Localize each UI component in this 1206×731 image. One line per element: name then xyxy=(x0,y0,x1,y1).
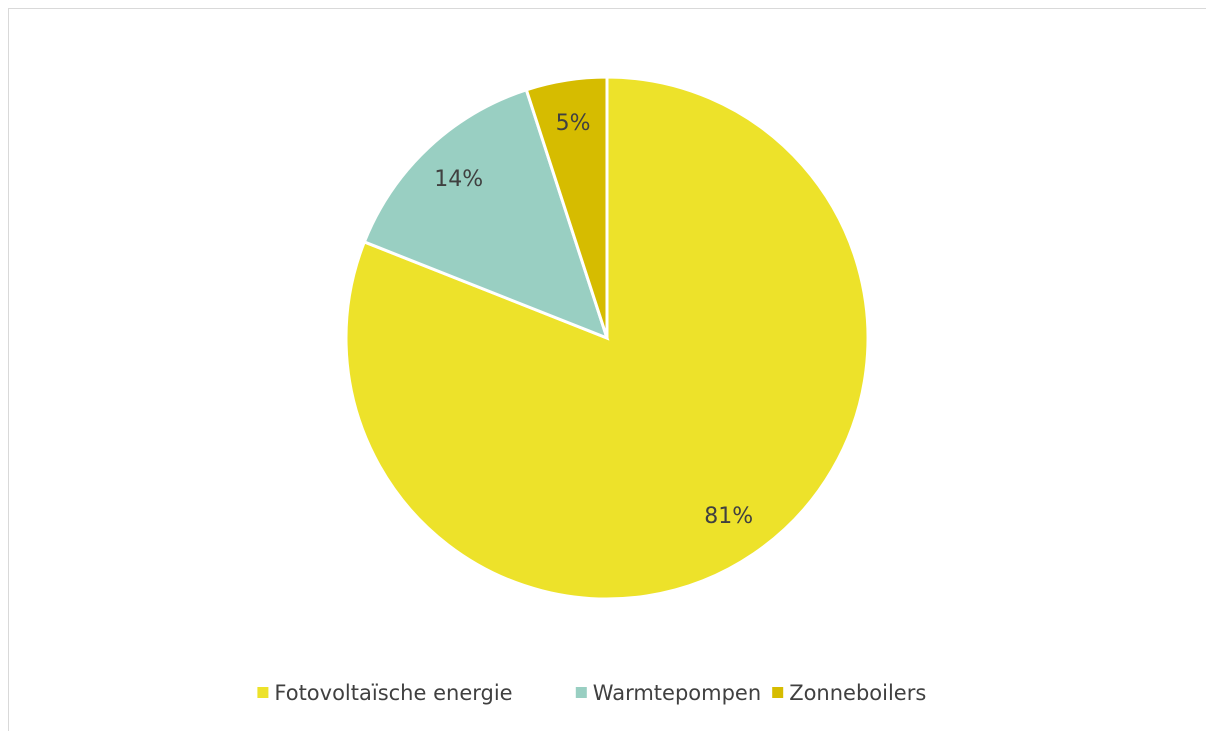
pie-slice xyxy=(524,75,609,339)
legend-label: Zonneboilers xyxy=(789,681,926,705)
legend-label: Fotovoltaïsche energie xyxy=(274,681,512,705)
data-label: 5% xyxy=(556,111,591,136)
legend-swatch xyxy=(257,687,269,698)
data-label: 81% xyxy=(704,504,753,529)
legend-label: Warmtepompen xyxy=(593,681,761,705)
legend-swatch xyxy=(575,687,587,698)
data-label: 14% xyxy=(434,167,483,192)
legend-swatch xyxy=(772,687,784,698)
